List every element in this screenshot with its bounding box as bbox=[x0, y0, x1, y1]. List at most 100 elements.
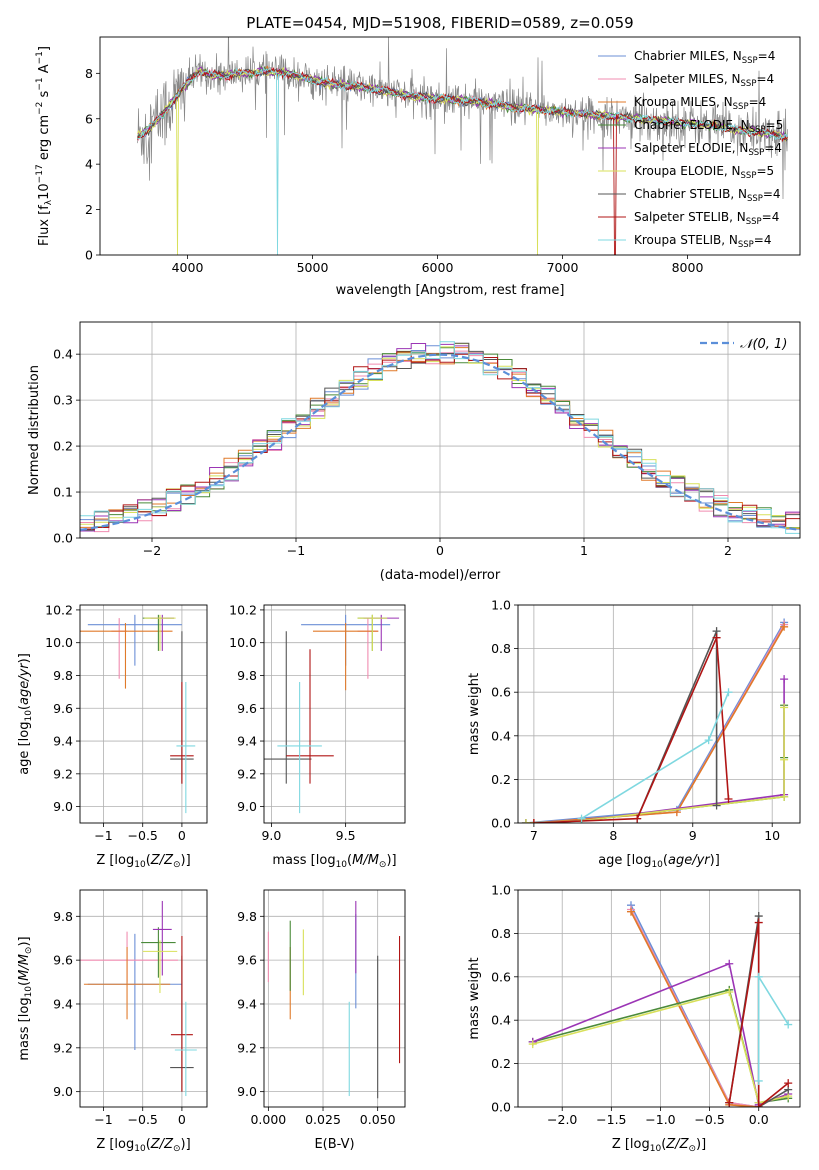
legend-subscript: SSP bbox=[733, 102, 749, 112]
error-bars bbox=[80, 900, 197, 1097]
error-bars bbox=[267, 900, 401, 1099]
panel-residuals: −2 −1 0 1 2 0.0 0.1 0.2 0.3 0.4 (data-model)/error… bbox=[27, 321, 801, 583]
y-tick-label: 9.2 bbox=[237, 1040, 257, 1055]
x-tick-label: 9.5 bbox=[336, 828, 356, 843]
model-spectrum-kroupa-elodie bbox=[137, 66, 788, 255]
histogram-kroupa-stelib bbox=[80, 341, 800, 534]
y-tick-label: 9.6 bbox=[237, 953, 257, 968]
legend-suffix: =5 bbox=[756, 164, 774, 178]
weight-marker bbox=[724, 795, 733, 804]
y-tick-label: 9.2 bbox=[237, 766, 257, 781]
weight-marker bbox=[704, 736, 713, 745]
legend-suffix: =5 bbox=[766, 118, 784, 132]
x-tick-label: −1 bbox=[287, 543, 305, 558]
y-tick-label: 6 bbox=[85, 111, 93, 126]
legend-suffix: =4 bbox=[749, 95, 767, 109]
axes-frame bbox=[79, 604, 208, 824]
legend-label: Chabrier STELIB, NSSP=4 bbox=[634, 187, 781, 204]
legend-subscript: SSP bbox=[742, 56, 758, 66]
y-tick-label: 0.0 bbox=[53, 531, 73, 546]
panel-massweight_vs_Z: −2.0 −1.5 −1.0 −0.5 0.0 0.0 0.2 0.4 0.6 0.8 1.0 Z [… bbox=[467, 883, 801, 1154]
weight-marker bbox=[528, 1040, 537, 1049]
axes-frame bbox=[79, 889, 208, 1108]
error-bars bbox=[80, 614, 196, 814]
weight-marker bbox=[780, 755, 789, 764]
legend-subscript: SSP bbox=[746, 217, 762, 227]
weight-line-kroupa-miles bbox=[533, 626, 785, 823]
x-tick-label: 6000 bbox=[422, 260, 454, 275]
x-axis-label: E(B-V) bbox=[314, 1137, 354, 1152]
x-axis-label: Z [log10(Z/Z⊙)] bbox=[612, 1137, 706, 1154]
legend: Chabrier MILES, NSSP=4 Salpeter MILES, NS… bbox=[598, 49, 783, 250]
y-tick-label: 9.8 bbox=[53, 668, 73, 683]
y-axis-label: mass weight bbox=[467, 957, 482, 1039]
weight-lines bbox=[528, 901, 793, 1107]
y-tick-label: 10.0 bbox=[45, 635, 73, 650]
y-tick-label: 0.4 bbox=[53, 347, 73, 362]
y-axis-label: age [log10(age/yr)] bbox=[17, 653, 34, 775]
panel-mass_vs_Z: −1 −0.5 0 9.0 9.2 9.4 9.6 9.8 Z [log10(Z/Z⊙)] mas… bbox=[17, 889, 208, 1154]
x-tick-label: 0 bbox=[178, 1112, 186, 1127]
histogram-salpeter-stelib bbox=[80, 351, 800, 530]
x-axis-label: Z [log10(Z/Z⊙)] bbox=[96, 1137, 190, 1154]
legend-label: Chabrier ELODIE, NSSP=5 bbox=[634, 118, 783, 135]
y-tick-label: 9.4 bbox=[53, 734, 73, 749]
legend-suffix: =4 bbox=[758, 49, 776, 63]
x-tick-label: 2 bbox=[724, 543, 732, 558]
y-tick-label: 9.8 bbox=[53, 909, 73, 924]
weight-marker bbox=[712, 633, 721, 642]
panel-mass_vs_EBV: 0.000 0.025 0.050 9.0 9.2 9.4 9.6 9.8 E(B-V) bbox=[237, 889, 406, 1152]
weight-line-salpeter-stelib bbox=[533, 637, 730, 823]
legend-suffix: =4 bbox=[763, 187, 781, 201]
y-tick-label: 0.4 bbox=[491, 728, 511, 743]
weight-marker bbox=[577, 814, 586, 823]
weight-marker bbox=[754, 918, 763, 927]
model-spectrum-kroupa-stelib bbox=[137, 67, 788, 255]
weight-lines bbox=[521, 618, 789, 823]
error-bars bbox=[264, 614, 400, 814]
legend-suffix: =4 bbox=[754, 233, 772, 247]
y-axis-label: Normed distribution bbox=[27, 365, 42, 495]
y-axis-label: mass weight bbox=[467, 673, 482, 755]
y-tick-label: 9.8 bbox=[237, 909, 257, 924]
x-tick-label: −1 bbox=[94, 828, 112, 843]
weight-line-kroupa-elodie bbox=[532, 991, 789, 1104]
axes-frame bbox=[517, 604, 801, 824]
legend-subscript: SSP bbox=[747, 194, 763, 204]
weight-line-salpeter-miles bbox=[630, 909, 759, 1107]
legend-subscript: SSP bbox=[738, 240, 754, 250]
x-tick-label: −1.0 bbox=[645, 1112, 675, 1127]
weight-marker bbox=[780, 703, 789, 712]
y-tick-label: 9.2 bbox=[53, 1040, 73, 1055]
x-axis-label: (data-model)/error bbox=[380, 568, 501, 583]
normal-curve bbox=[80, 353, 800, 531]
weight-marker bbox=[633, 814, 642, 823]
y-tick-label: 10.0 bbox=[229, 635, 257, 650]
spectrum-lines bbox=[137, 37, 788, 255]
y-tick-label: 1.0 bbox=[491, 883, 511, 898]
x-tick-label: 7 bbox=[530, 828, 538, 843]
y-tick-label: 9.0 bbox=[237, 1084, 257, 1099]
weight-marker bbox=[529, 819, 538, 823]
x-tick-label: −0.5 bbox=[128, 1112, 158, 1127]
x-tick-label: −1 bbox=[94, 1112, 112, 1127]
weight-marker bbox=[784, 1079, 793, 1088]
axes-frame bbox=[263, 604, 406, 824]
histograms bbox=[80, 341, 800, 534]
y-tick-label: 0.0 bbox=[491, 816, 511, 831]
x-axis-label: mass [log10(M/M⊙)] bbox=[272, 853, 396, 870]
y-tick-label: 9.4 bbox=[237, 734, 257, 749]
x-tick-label: 0.000 bbox=[250, 1112, 286, 1127]
axes-frame bbox=[99, 36, 801, 256]
legend-suffix: =4 bbox=[756, 72, 774, 86]
x-tick-label: 7000 bbox=[547, 260, 579, 275]
x-tick-label: 10 bbox=[764, 828, 780, 843]
weight-marker bbox=[780, 622, 789, 631]
weight-marker bbox=[521, 819, 530, 823]
legend-label: Salpeter ELODIE, NSSP=4 bbox=[634, 141, 782, 158]
y-tick-label: 0.6 bbox=[491, 969, 511, 984]
figure-title: PLATE=0454, MJD=51908, FIBERID=0589, z=0… bbox=[246, 14, 633, 32]
x-tick-label: 8 bbox=[609, 828, 617, 843]
weight-line-chabrier-miles bbox=[630, 904, 759, 1107]
